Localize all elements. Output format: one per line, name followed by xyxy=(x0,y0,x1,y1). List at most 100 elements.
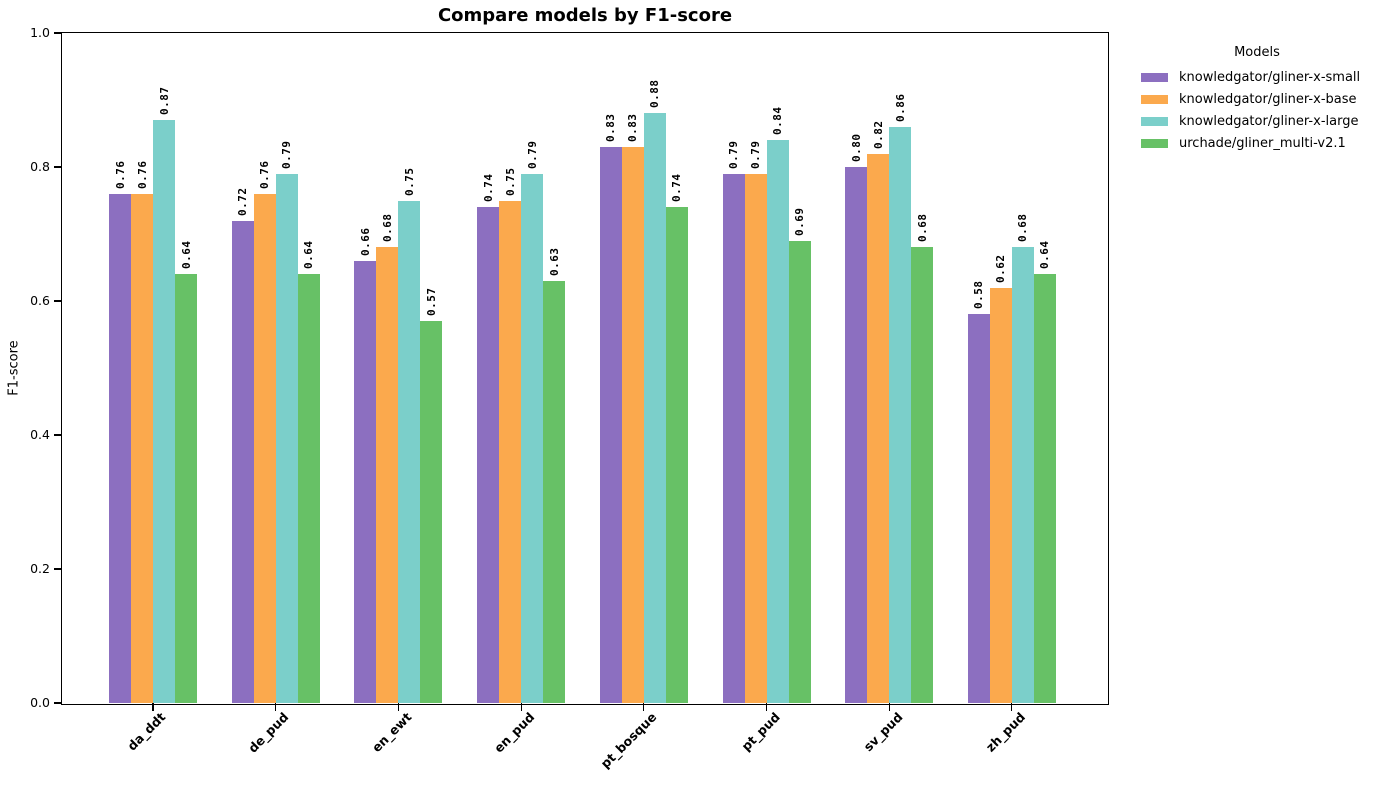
bar-value-label: 0.68 xyxy=(380,213,394,243)
x-category-label-text: da_ddt xyxy=(124,709,169,754)
x-category-label-text: sv_pud xyxy=(860,709,906,755)
bar xyxy=(253,193,276,703)
bar-value-label: 0.74 xyxy=(670,173,684,203)
y-tick-mark xyxy=(54,32,61,34)
bar xyxy=(621,146,644,703)
y-tick-label: 0.0 xyxy=(30,695,50,710)
bar xyxy=(109,193,131,703)
bar-value-label: 0.64 xyxy=(302,240,316,270)
x-category-label-text: pt_pud xyxy=(737,709,783,754)
x-category-label-text: pt_bosque xyxy=(597,709,660,772)
legend-entry: urchade/gliner_multi-v2.1 xyxy=(1128,132,1386,154)
bar xyxy=(722,173,745,703)
bar-value-label: 0.58 xyxy=(972,280,986,310)
bar xyxy=(297,274,320,703)
legend-label: knowledgator/gliner-x-large xyxy=(1179,113,1359,129)
bar xyxy=(867,153,890,703)
bar-value-label: 0.79 xyxy=(727,140,740,169)
x-tick-mark xyxy=(152,703,154,711)
bar xyxy=(499,200,522,703)
y-tick-mark xyxy=(54,300,61,302)
bar-value-label: 0.79 xyxy=(280,140,294,169)
bar xyxy=(766,140,789,703)
bar-value-label: 0.87 xyxy=(157,86,171,116)
x-category-label-text: en_pud xyxy=(490,709,537,756)
bar xyxy=(231,220,254,703)
bar xyxy=(599,146,622,703)
chart-title: Compare models by F1-score xyxy=(437,5,733,26)
bar-value-label: 0.72 xyxy=(236,187,250,216)
bar-value-label: 0.69 xyxy=(793,207,806,236)
plot-area xyxy=(61,32,1109,705)
legend: Models knowledgator/gliner-x-small knowl… xyxy=(1128,44,1386,154)
y-tick-label: 0.4 xyxy=(30,427,50,442)
bar xyxy=(131,193,153,703)
legend-swatch-gliner-x-small xyxy=(1141,72,1168,82)
bar-value-label: 0.83 xyxy=(626,113,640,142)
x-category-label-text: en_ewt xyxy=(368,709,415,756)
x-tick-mark xyxy=(520,703,522,711)
bar xyxy=(967,314,990,703)
bar xyxy=(665,207,688,703)
bar xyxy=(788,240,811,703)
legend-entry: knowledgator/gliner-x-small xyxy=(1128,66,1386,88)
legend-swatch-gliner-x-base xyxy=(1141,94,1168,104)
legend-label: knowledgator/gliner-x-base xyxy=(1179,91,1357,107)
bar xyxy=(543,280,566,703)
bar-value-label: 0.68 xyxy=(915,213,929,243)
bar xyxy=(376,247,399,703)
bar-value-label: 0.63 xyxy=(547,247,561,276)
legend-entry: knowledgator/gliner-x-base xyxy=(1128,88,1386,110)
bar xyxy=(275,173,298,703)
x-tick-mark xyxy=(765,703,768,711)
bar-value-label: 0.88 xyxy=(648,79,662,109)
bar xyxy=(175,274,197,703)
x-category-label-text: de_pud xyxy=(245,709,292,756)
x-category-label-text: zh_pud xyxy=(982,709,1028,755)
bar xyxy=(153,120,175,703)
bar xyxy=(477,207,500,703)
bar xyxy=(1011,247,1034,703)
y-tick-mark xyxy=(54,166,61,168)
bar xyxy=(845,167,868,703)
bar-value-label: 0.80 xyxy=(849,133,863,163)
bar-value-label: 0.64 xyxy=(1038,240,1052,270)
bar xyxy=(643,113,666,703)
legend-swatch-gliner-x-large xyxy=(1141,116,1168,126)
x-tick-mark xyxy=(888,703,890,711)
bar-value-label: 0.76 xyxy=(135,160,149,189)
bar-value-label: 0.75 xyxy=(402,167,416,196)
bar xyxy=(420,321,443,703)
bar xyxy=(354,260,377,703)
bar-value-label: 0.76 xyxy=(258,160,272,189)
y-tick-mark xyxy=(54,702,61,704)
bar-value-label: 0.76 xyxy=(113,160,127,189)
bar xyxy=(521,173,544,703)
bar-value-label: 0.68 xyxy=(1016,213,1030,243)
x-tick-mark xyxy=(275,703,277,711)
x-tick-mark xyxy=(1011,703,1013,711)
bar xyxy=(1033,274,1056,703)
bar-value-label: 0.83 xyxy=(604,113,618,142)
bar-value-label: 0.75 xyxy=(503,167,517,196)
x-tick-mark xyxy=(397,703,399,711)
legend-entry: knowledgator/gliner-x-large xyxy=(1128,110,1386,132)
bar-value-label: 0.66 xyxy=(358,227,372,256)
bar-value-label: 0.57 xyxy=(424,287,438,317)
bar-value-label: 0.74 xyxy=(481,173,495,203)
legend-label: urchade/gliner_multi-v2.1 xyxy=(1179,135,1346,151)
y-tick-label: 1.0 xyxy=(30,25,50,40)
bar xyxy=(911,247,934,703)
x-tick-mark xyxy=(643,703,645,711)
bar xyxy=(989,287,1012,703)
legend-swatch-gliner-multi xyxy=(1141,138,1168,148)
y-tick-mark xyxy=(54,568,61,570)
bar-value-label: 0.79 xyxy=(525,140,539,169)
bar-value-label: 0.62 xyxy=(994,254,1008,283)
bar xyxy=(744,173,767,703)
y-axis-label: F1-score xyxy=(6,340,22,396)
legend-label: knowledgator/gliner-x-small xyxy=(1179,69,1361,85)
bar xyxy=(889,126,912,703)
y-tick-label: 0.2 xyxy=(30,561,50,576)
